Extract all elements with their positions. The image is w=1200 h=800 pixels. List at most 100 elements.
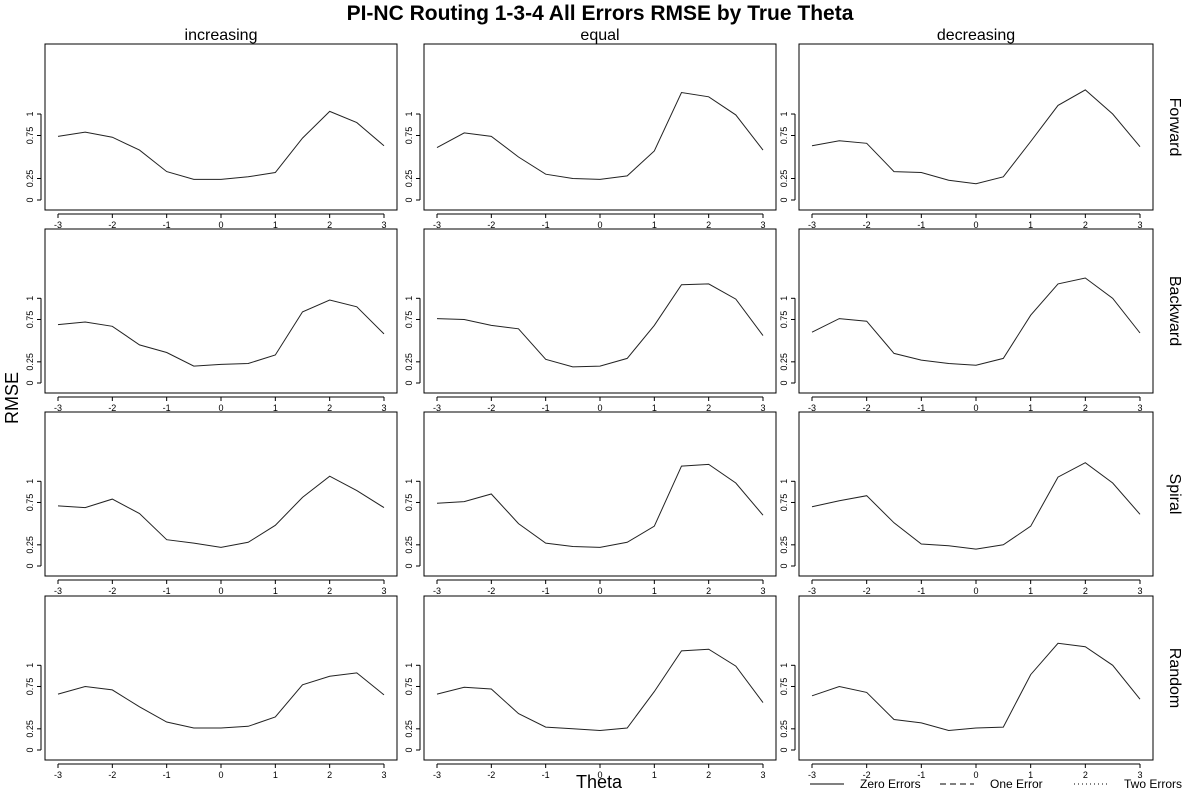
x-axis-label: Theta: [576, 772, 623, 792]
x-tick-label: -1: [163, 770, 171, 780]
column-label-decreasing: decreasing: [937, 27, 1015, 44]
x-tick-label: 1: [273, 586, 278, 596]
y-tick-label: 0.25: [404, 353, 414, 371]
y-axis: 0 0.25 0.75 1: [404, 112, 421, 203]
y-tick-label: 1: [25, 112, 35, 117]
x-tick-label: 3: [760, 586, 765, 596]
panel-forward-equal: -3 -2 -1 0 1 2 3 0 0.25 0.75 1: [404, 43, 777, 230]
x-tick-label: 2: [1083, 586, 1088, 596]
x-tick-label: -3: [433, 403, 441, 413]
y-axis: 0 0.25 0.75 1: [404, 479, 421, 569]
x-tick-label: -2: [108, 220, 116, 230]
x-tick-label: -2: [108, 586, 116, 596]
y-tick-label: 0.75: [25, 127, 35, 145]
series-line-zero-errors: [811, 462, 1141, 550]
x-tick-label: -2: [863, 220, 871, 230]
x-tick-label: 1: [652, 770, 657, 780]
series-line-zero-errors: [57, 672, 385, 729]
x-tick-label: 1: [1028, 770, 1033, 780]
legend-label: Two Errors: [1124, 777, 1182, 791]
y-axis: 0 0.25 0.75 1: [404, 663, 421, 753]
x-tick-label: -3: [808, 220, 816, 230]
x-tick-label: 3: [760, 220, 765, 230]
y-tick-label: 1: [404, 479, 414, 484]
x-tick-label: 0: [218, 770, 223, 780]
row-label-random: Random: [1166, 648, 1183, 708]
x-axis: -3 -2 -1 0 1 2 3: [808, 213, 1143, 230]
y-tick-label: 0.25: [779, 720, 789, 738]
y-axis: 0 0.25 0.75 1: [779, 663, 796, 753]
y-tick-label: 0.75: [404, 311, 414, 329]
y-tick-label: 0.75: [779, 127, 789, 145]
x-tick-label: -3: [808, 403, 816, 413]
y-tick-label: 0: [25, 197, 35, 202]
y-tick-label: 1: [404, 112, 414, 117]
y-tick-label: 0: [404, 197, 414, 202]
panel-frame: [798, 228, 1154, 394]
y-axis: 0 0.25 0.75 1: [779, 479, 796, 569]
x-tick-label: -2: [487, 586, 495, 596]
y-tick-label: 0.25: [404, 536, 414, 554]
legend-item-dotted: Two Errors: [1074, 777, 1182, 791]
y-tick-label: 0.75: [404, 494, 414, 512]
series-line-zero-errors: [811, 89, 1141, 185]
x-tick-label: 0: [597, 403, 602, 413]
y-tick-label: 0: [404, 563, 414, 568]
y-tick-label: 0: [779, 563, 789, 568]
x-tick-label: 2: [327, 220, 332, 230]
x-tick-label: 1: [652, 403, 657, 413]
x-tick-label: 1: [652, 586, 657, 596]
x-tick-label: 2: [327, 403, 332, 413]
panel-backward-decreasing: -3 -2 -1 0 1 2 3 0 0.25 0.75 1: [779, 228, 1154, 413]
x-tick-label: -1: [163, 586, 171, 596]
y-tick-label: 0.25: [25, 353, 35, 371]
y-tick-label: 0.75: [25, 494, 35, 512]
y-axis: 0 0.25 0.75 1: [404, 296, 421, 386]
x-tick-label: -3: [54, 770, 62, 780]
x-tick-label: 0: [973, 403, 978, 413]
y-axis: 0 0.25 0.75 1: [25, 112, 42, 203]
panel-spiral-equal: -3 -2 -1 0 1 2 3 0 0.25 0.75 1: [404, 411, 777, 596]
y-tick-label: 1: [404, 296, 414, 301]
panel-frame: [423, 43, 777, 211]
y-tick-label: 0.25: [25, 720, 35, 738]
y-tick-label: 0: [25, 563, 35, 568]
x-tick-label: 3: [1137, 403, 1142, 413]
chart-title: PI-NC Routing 1-3-4 All Errors RMSE by T…: [347, 2, 854, 25]
x-tick-label: -1: [163, 220, 171, 230]
panel-frame: [44, 595, 398, 761]
x-tick-label: -3: [808, 770, 816, 780]
y-axis: 0 0.25 0.75 1: [25, 663, 42, 753]
x-tick-label: 1: [1028, 403, 1033, 413]
y-tick-label: 0: [779, 197, 789, 202]
x-tick-label: 0: [218, 586, 223, 596]
x-tick-label: 0: [973, 770, 978, 780]
x-tick-label: 3: [1137, 220, 1142, 230]
legend: Zero Errors One Error Two Errors: [810, 777, 1182, 791]
x-axis: -3 -2 -1 0 1 2 3: [433, 213, 766, 230]
x-tick-label: 1: [273, 770, 278, 780]
y-axis: 0 0.25 0.75 1: [779, 296, 796, 386]
y-tick-label: 0.25: [779, 353, 789, 371]
y-tick-label: 0.75: [404, 678, 414, 696]
x-tick-label: -2: [863, 770, 871, 780]
x-tick-label: 0: [597, 770, 602, 780]
x-tick-label: 0: [973, 220, 978, 230]
x-tick-label: 3: [381, 220, 386, 230]
series-line-zero-errors: [811, 642, 1141, 732]
y-tick-label: 0.75: [779, 678, 789, 696]
panel-frame: [423, 411, 777, 577]
x-tick-label: 2: [706, 770, 711, 780]
x-tick-label: 2: [1083, 770, 1088, 780]
legend-item-dashed: One Error: [940, 777, 1043, 791]
y-tick-label: 1: [779, 112, 789, 117]
x-tick-label: 0: [597, 586, 602, 596]
y-tick-label: 1: [779, 663, 789, 668]
series-line-zero-errors: [436, 463, 764, 548]
y-tick-label: 0.75: [25, 678, 35, 696]
series-line-zero-errors: [57, 475, 385, 548]
x-tick-label: -2: [863, 586, 871, 596]
x-tick-label: 3: [1137, 586, 1142, 596]
y-tick-label: 0: [404, 380, 414, 385]
x-tick-label: 2: [1083, 403, 1088, 413]
